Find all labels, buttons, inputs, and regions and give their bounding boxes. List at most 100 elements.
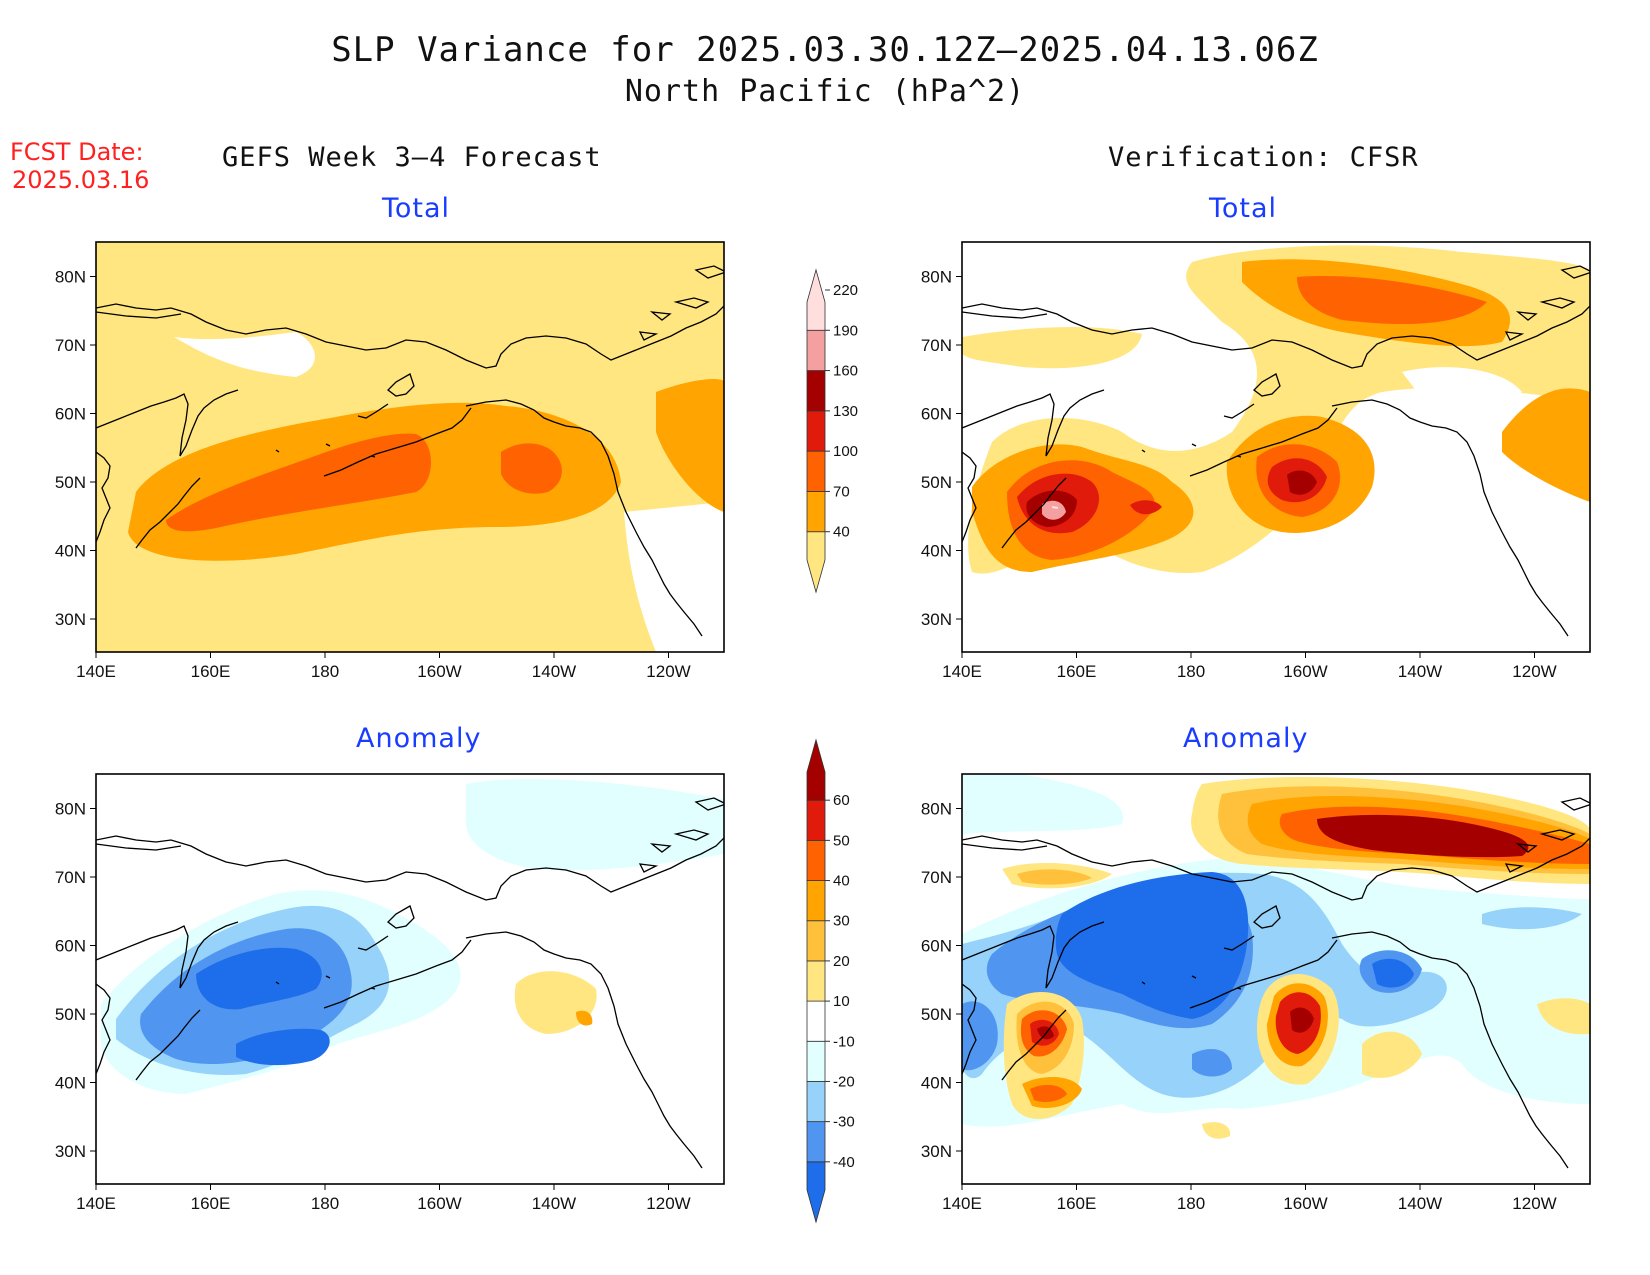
contour-fill bbox=[174, 332, 315, 377]
lon-tick-label: 180 bbox=[1177, 1194, 1205, 1213]
forecast-column-title: GEFS Week 3–4 Forecast bbox=[222, 142, 602, 173]
lat-tick-label: 60N bbox=[55, 405, 86, 424]
contour-fill bbox=[236, 1028, 330, 1066]
verification-column-title: Verification: CFSR bbox=[1108, 142, 1419, 173]
lat-tick-label: 40N bbox=[55, 542, 86, 561]
lon-tick-label: 160W bbox=[1283, 1194, 1327, 1213]
lon-tick-label: 140W bbox=[532, 662, 576, 681]
verification-total-map: 30N 40N 50N 60N 70N 80N 140E 160E 180 160W 140W 120… bbox=[921, 241, 1591, 681]
contour-fill bbox=[962, 326, 1142, 369]
contour-fill bbox=[1030, 1084, 1067, 1102]
panel-title-forecast-anomaly: Anomaly bbox=[356, 723, 482, 754]
lat-tick-label: 30N bbox=[921, 610, 952, 629]
lon-tick-label: 140E bbox=[942, 662, 982, 681]
contour-fill bbox=[1297, 276, 1487, 325]
lat-tick-label: 70N bbox=[55, 868, 86, 887]
colorbar-tick-label: 100 bbox=[833, 443, 858, 460]
colorbar-tick-label: 70 bbox=[833, 483, 850, 500]
colorbar-tick-label: -40 bbox=[833, 1154, 855, 1171]
contour-fill bbox=[1042, 500, 1066, 520]
colorbar-tick-label: -30 bbox=[833, 1114, 855, 1131]
contour-fill bbox=[962, 1001, 998, 1071]
forecast-total-map: 30N 40N 50N 60N 70N 80N 140E 160E 180 160W 140W 120… bbox=[55, 241, 725, 681]
lat-tick-label: 80N bbox=[921, 800, 952, 819]
contour-fill bbox=[1051, 506, 1059, 509]
contour-fill bbox=[196, 947, 322, 1010]
contour-fill bbox=[1130, 500, 1162, 515]
lat-tick-label: 80N bbox=[55, 800, 86, 819]
lat-tick-label: 80N bbox=[55, 268, 86, 287]
colorbar-tick-label: 160 bbox=[833, 363, 858, 380]
lat-tick-label: 30N bbox=[921, 1142, 952, 1161]
lat-tick-label: 60N bbox=[921, 405, 952, 424]
verification-anomaly-map: 30N 40N 50N 60N 70N 80N 140E 160E 180 160W 140W 120… bbox=[921, 773, 1591, 1213]
lon-tick-label: 120W bbox=[646, 1194, 690, 1213]
panel-title-forecast-total: Total bbox=[382, 193, 451, 224]
colorbar-swatch bbox=[806, 1081, 826, 1123]
contour-fill bbox=[501, 443, 562, 494]
lon-tick-label: 140W bbox=[532, 1194, 576, 1213]
colorbar-swatch bbox=[806, 738, 826, 801]
lat-tick-label: 30N bbox=[55, 1142, 86, 1161]
colorbar-swatch bbox=[806, 1161, 826, 1224]
main-title: SLP Variance for 2025.03.30.12Z–2025.04.… bbox=[331, 30, 1319, 70]
anomaly-colorbar: -40 -30 -20 -10 10 20 30 40 50 60 bbox=[806, 738, 855, 1224]
lon-tick-label: 180 bbox=[311, 1194, 339, 1213]
contour-fill bbox=[576, 1010, 593, 1026]
lon-tick-label: 160E bbox=[191, 662, 231, 681]
contour-fill bbox=[1372, 958, 1414, 988]
colorbar-tick-label: 40 bbox=[833, 524, 850, 541]
contour-fill bbox=[1362, 1031, 1422, 1078]
colorbar-tick-label: 10 bbox=[833, 993, 850, 1010]
lon-tick-label: 120W bbox=[1512, 662, 1556, 681]
lon-tick-label: 160W bbox=[417, 1194, 461, 1213]
lat-tick-label: 70N bbox=[921, 336, 952, 355]
colorbar-swatch bbox=[806, 880, 826, 922]
colorbar-swatch bbox=[806, 370, 826, 412]
contour-fill bbox=[1192, 1049, 1232, 1077]
fcst-date-value: 2025.03.16 bbox=[12, 166, 150, 194]
colorbar-swatch bbox=[806, 920, 826, 962]
contour-fill bbox=[1537, 998, 1590, 1035]
lon-tick-label: 160E bbox=[1057, 1194, 1097, 1213]
fcst-date-label: FCST Date: bbox=[10, 138, 144, 166]
colorbar-swatch bbox=[806, 960, 826, 1002]
contour-fill bbox=[656, 379, 724, 512]
colorbar-swatch bbox=[806, 491, 826, 533]
lat-tick-label: 40N bbox=[55, 1074, 86, 1093]
colorbar-swatch bbox=[806, 1121, 826, 1163]
lat-tick-label: 60N bbox=[921, 937, 952, 956]
lon-tick-label: 120W bbox=[646, 662, 690, 681]
contour-fill bbox=[1287, 470, 1317, 495]
contour-fill bbox=[1017, 869, 1092, 885]
colorbar-swatch bbox=[806, 531, 826, 594]
lon-tick-label: 120W bbox=[1512, 1194, 1556, 1213]
lat-tick-label: 70N bbox=[921, 868, 952, 887]
lon-tick-label: 180 bbox=[1177, 662, 1205, 681]
colorbar-tick-label: 20 bbox=[833, 953, 850, 970]
contour-fill bbox=[1202, 1122, 1231, 1139]
colorbar-tick-label: -10 bbox=[833, 1033, 855, 1050]
lon-tick-label: 140E bbox=[76, 662, 116, 681]
lat-tick-label: 50N bbox=[55, 1005, 86, 1024]
forecast-anomaly-map: 30N 40N 50N 60N 70N 80N 140E 160E 180 160W 140W 120… bbox=[55, 773, 725, 1213]
colorbar-swatch bbox=[806, 329, 826, 371]
lat-tick-label: 30N bbox=[55, 610, 86, 629]
panel-title-verification-total: Total bbox=[1209, 193, 1278, 224]
lon-tick-label: 140E bbox=[76, 1194, 116, 1213]
contour-fill bbox=[1502, 388, 1590, 502]
lat-tick-label: 80N bbox=[921, 268, 952, 287]
contour-fill bbox=[1290, 1007, 1314, 1033]
colorbar-swatch bbox=[806, 1040, 826, 1082]
colorbar-swatch bbox=[806, 268, 826, 331]
lat-tick-label: 40N bbox=[921, 1074, 952, 1093]
colorbar-swatch bbox=[806, 410, 826, 452]
colorbar-tick-label: -20 bbox=[833, 1073, 855, 1090]
lat-tick-label: 40N bbox=[921, 542, 952, 561]
colorbar-tick-label: 40 bbox=[833, 873, 850, 890]
colorbar-swatch bbox=[806, 450, 826, 492]
total-colorbar: 40 70 100 130 160 190 220 bbox=[806, 268, 858, 594]
lon-tick-label: 160E bbox=[191, 1194, 231, 1213]
contour-fill bbox=[514, 971, 597, 1034]
colorbar-tick-label: 50 bbox=[833, 832, 850, 849]
